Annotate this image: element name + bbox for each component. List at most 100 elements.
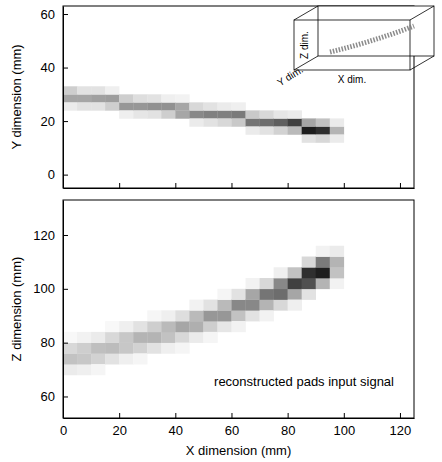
- cell: [161, 332, 175, 343]
- y-axis-title: Z dimension (mm): [9, 257, 24, 362]
- x-tick-label: 60: [225, 423, 239, 438]
- cell: [91, 343, 105, 354]
- cell: [77, 94, 91, 102]
- cell: [246, 310, 260, 321]
- cell: [231, 289, 245, 300]
- cell: [203, 300, 217, 311]
- cell: [274, 300, 288, 311]
- y-tick-label: 40: [41, 60, 55, 75]
- cells: [63, 246, 344, 375]
- cell: [91, 364, 105, 375]
- cell: [147, 332, 161, 343]
- x-tick-mark: [231, 413, 232, 418]
- cell: [217, 118, 231, 126]
- x-tick: [175, 183, 176, 188]
- cell: [175, 110, 189, 118]
- cell: [260, 278, 274, 289]
- cell: [189, 300, 203, 311]
- cell: [246, 278, 260, 289]
- inset-box-back: [318, 6, 434, 56]
- cell: [330, 267, 344, 278]
- cell: [91, 332, 105, 343]
- cell: [91, 102, 105, 110]
- cell: [133, 343, 147, 354]
- cell: [147, 310, 161, 321]
- y-tick: 60: [41, 7, 68, 22]
- x-tick-label: 80: [281, 423, 295, 438]
- cell: [91, 86, 105, 94]
- x-tick-mark: [344, 183, 345, 188]
- inset-box-edge: [294, 6, 318, 20]
- cell: [119, 332, 133, 343]
- cell: [217, 310, 231, 321]
- plot-frame: [63, 200, 414, 418]
- x-axis: [64, 183, 415, 189]
- x-axis-title: X dimension (mm): [186, 443, 291, 458]
- y-tick: 80: [41, 335, 68, 350]
- x-tick-mark: [288, 183, 289, 188]
- cell: [246, 126, 260, 134]
- y-tick: 40: [41, 60, 68, 75]
- y-tick-mark: [63, 289, 68, 290]
- cell: [77, 353, 91, 364]
- annotation: reconstructed pads input signal: [214, 374, 394, 389]
- cell: [203, 118, 217, 126]
- cell: [246, 289, 260, 300]
- x-tick-mark: [288, 413, 289, 418]
- cell: [133, 102, 147, 110]
- cell: [330, 126, 344, 134]
- cell: [288, 267, 302, 278]
- cell: [302, 118, 316, 126]
- cell: [77, 86, 91, 94]
- y-tick: 120: [33, 228, 68, 243]
- x-tick: [400, 183, 401, 188]
- cell: [316, 278, 330, 289]
- cell: [133, 353, 147, 364]
- y-tick-label: 20: [41, 114, 55, 129]
- x-tick-mark: [175, 413, 176, 418]
- cell: [161, 102, 175, 110]
- cell: [288, 289, 302, 300]
- y-tick: 20: [41, 114, 68, 129]
- y-tick-mark: [63, 343, 68, 344]
- cell: [63, 343, 77, 354]
- cell: [231, 310, 245, 321]
- cell: [119, 343, 133, 354]
- inset-box-front: [294, 20, 410, 70]
- cell: [63, 86, 77, 94]
- x-axis-line: [64, 418, 415, 419]
- x-tick-label: 100: [333, 423, 355, 438]
- y-tick-mark: [63, 68, 68, 69]
- cell: [77, 332, 91, 343]
- cell: [274, 126, 288, 134]
- cell: [302, 126, 316, 134]
- cell: [105, 343, 119, 354]
- cell: [274, 118, 288, 126]
- x-tick-mark: [119, 183, 120, 188]
- cell: [133, 321, 147, 332]
- x-tick: 120: [390, 413, 412, 438]
- y-tick-label: 80: [41, 335, 55, 350]
- cell: [175, 332, 189, 343]
- cell: [77, 364, 91, 375]
- chart: 0204060Y dimension (mm)Z dim.Y dim.X dim…: [0, 0, 442, 462]
- cell: [246, 110, 260, 118]
- cell: [260, 310, 274, 321]
- cell: [119, 110, 133, 118]
- cell: [91, 353, 105, 364]
- cell: [260, 300, 274, 311]
- cell: [316, 257, 330, 268]
- y-tick-label: 100: [33, 281, 55, 296]
- x-tick: 60: [225, 413, 239, 438]
- x-tick: 100: [333, 413, 355, 438]
- panel: 0204060801001206080100120Z dimension (mm…: [9, 200, 415, 458]
- y-tick-mark: [63, 235, 68, 236]
- cell: [231, 321, 245, 332]
- cell: [260, 110, 274, 118]
- y-axis-title: Y dimension (mm): [9, 44, 24, 149]
- cell: [133, 94, 147, 102]
- cell: [105, 94, 119, 102]
- cell: [63, 364, 77, 375]
- cell: [189, 102, 203, 110]
- cell: [260, 289, 274, 300]
